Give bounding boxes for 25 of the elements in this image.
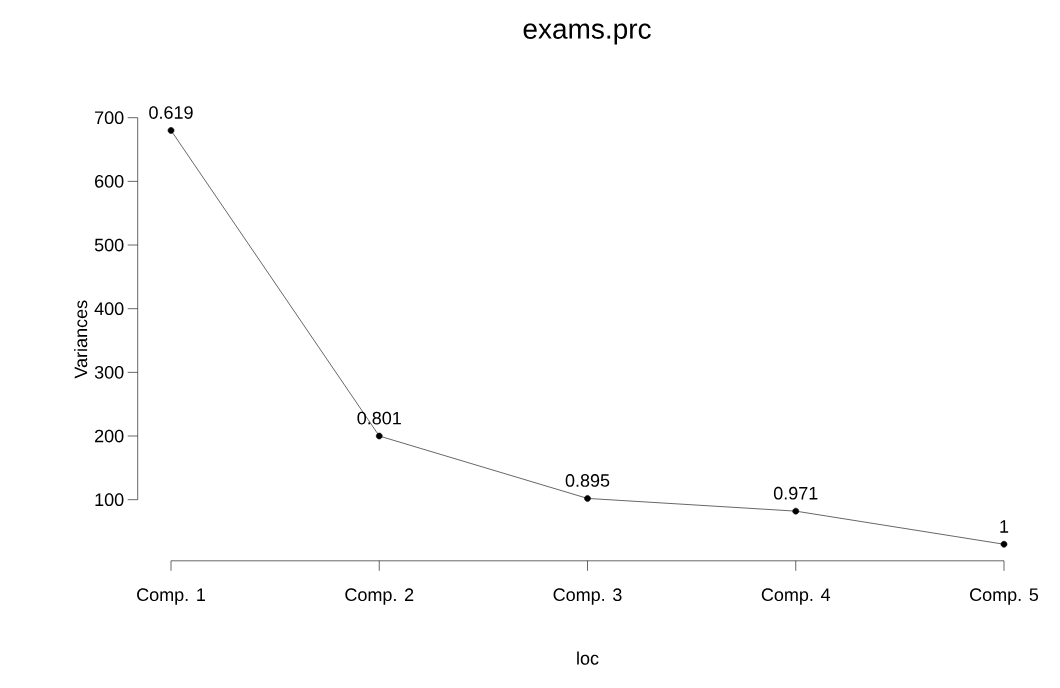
x-tick-label: Comp. 4 [761, 588, 831, 605]
annotation: 0.971 [773, 486, 818, 500]
y-tick-label: 100 [95, 493, 124, 507]
y-tick-label: 500 [94, 238, 124, 252]
x-axis-title: loc [577, 651, 599, 665]
y-tick-label: 400 [94, 302, 124, 316]
annotation: 1 [1000, 520, 1009, 533]
point [792, 507, 800, 515]
y-tick-label: 600 [95, 174, 124, 188]
x-tick-label: Comp. 1 [137, 588, 205, 605]
point [375, 432, 383, 440]
point [167, 127, 175, 134]
y-axis-title: Variances [74, 300, 88, 379]
annotation: 0.895 [565, 474, 610, 487]
point [1000, 540, 1008, 548]
point [584, 495, 591, 502]
x-tick-label: Comp. 3 [553, 588, 622, 605]
chart-title: exams.prc [523, 23, 651, 45]
y-tick-label: 300 [94, 365, 124, 379]
x-tick-label: Comp. 5 [970, 588, 1039, 605]
y-tick-label: 700 [95, 111, 124, 125]
y-tick-label: 200 [95, 429, 124, 443]
annotation: 0.801 [357, 411, 401, 425]
annotation: 0.619 [149, 106, 193, 119]
x-tick-label: Comp. 2 [345, 588, 414, 605]
